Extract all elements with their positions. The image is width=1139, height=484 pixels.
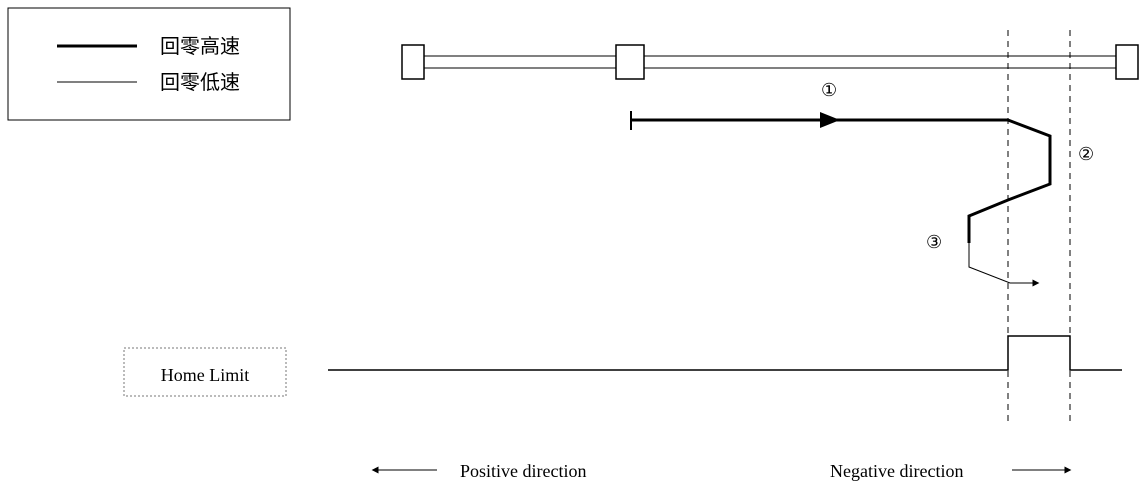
positive-direction-label: Positive direction <box>460 461 586 481</box>
negative-direction-label: Negative direction <box>830 461 963 481</box>
step-3-label: ③ <box>926 232 942 253</box>
step-2-label: ② <box>1078 144 1094 165</box>
legend-high-speed-label: 回零高速 <box>160 34 240 58</box>
rail <box>401 44 1139 80</box>
homing-path-high-speed <box>630 111 1052 243</box>
path-segment-2-3 <box>967 118 1052 243</box>
direction-indicators: Positive direction Negative direction <box>371 461 1072 481</box>
legend-box <box>7 7 291 121</box>
home-limit-waveform <box>328 335 1122 371</box>
path-low-speed-segment <box>968 243 1040 287</box>
step-1-label: ① <box>821 80 837 101</box>
homing-path-low-speed <box>968 243 1040 287</box>
legend-low-speed-label: 回零低速 <box>160 70 240 94</box>
home-limit-guides <box>1007 30 1071 422</box>
home-limit-label: Home Limit <box>161 365 250 385</box>
home-limit-signal: Home Limit <box>123 335 1122 397</box>
rail-body <box>417 55 1123 69</box>
rail-left-end-block <box>401 44 425 80</box>
path-direction-arrow-icon <box>820 112 840 128</box>
home-limit-label-box <box>123 347 287 397</box>
rail-slider-block <box>615 44 645 80</box>
legend: 回零高速 回零低速 <box>7 7 291 121</box>
rail-right-end-block <box>1115 44 1139 80</box>
